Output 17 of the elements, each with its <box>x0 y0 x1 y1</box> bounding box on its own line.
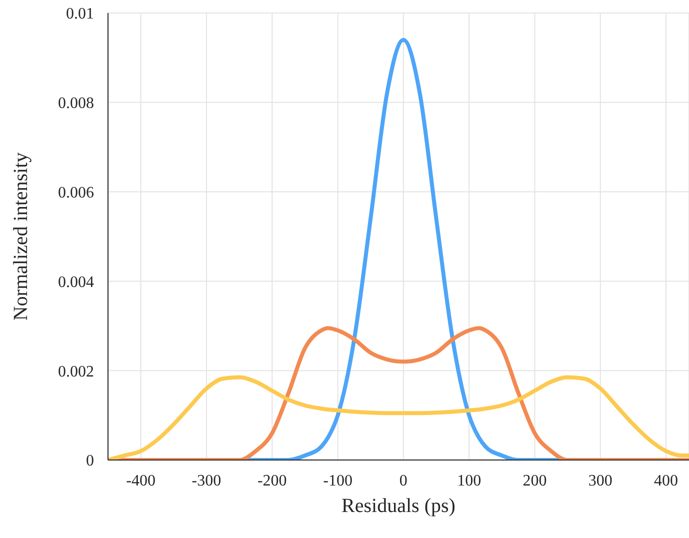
x-tick-label: 300 <box>588 472 612 490</box>
x-tick-label: -400 <box>126 472 156 490</box>
y-tick-label: 0.01 <box>66 6 94 23</box>
y-axis-title: Normalized intensity <box>10 152 32 321</box>
y-tick-label: 0.008 <box>58 95 94 112</box>
x-tick-label: -100 <box>323 472 352 490</box>
x-tick-label: 100 <box>457 472 482 490</box>
x-tick-label: -200 <box>257 472 287 490</box>
y-tick-label: 0.004 <box>58 274 94 291</box>
x-tick-label: 0 <box>399 472 408 490</box>
y-tick-label: 0.002 <box>58 363 94 380</box>
x-tick-label: -300 <box>192 472 222 490</box>
x-tick-label: 400 <box>654 472 678 490</box>
x-tick-label: 200 <box>522 472 547 490</box>
y-tick-label: 0 <box>86 452 94 470</box>
y-tick-label: 0.006 <box>58 184 94 202</box>
x-axis-title: Residuals (ps) <box>342 495 456 517</box>
